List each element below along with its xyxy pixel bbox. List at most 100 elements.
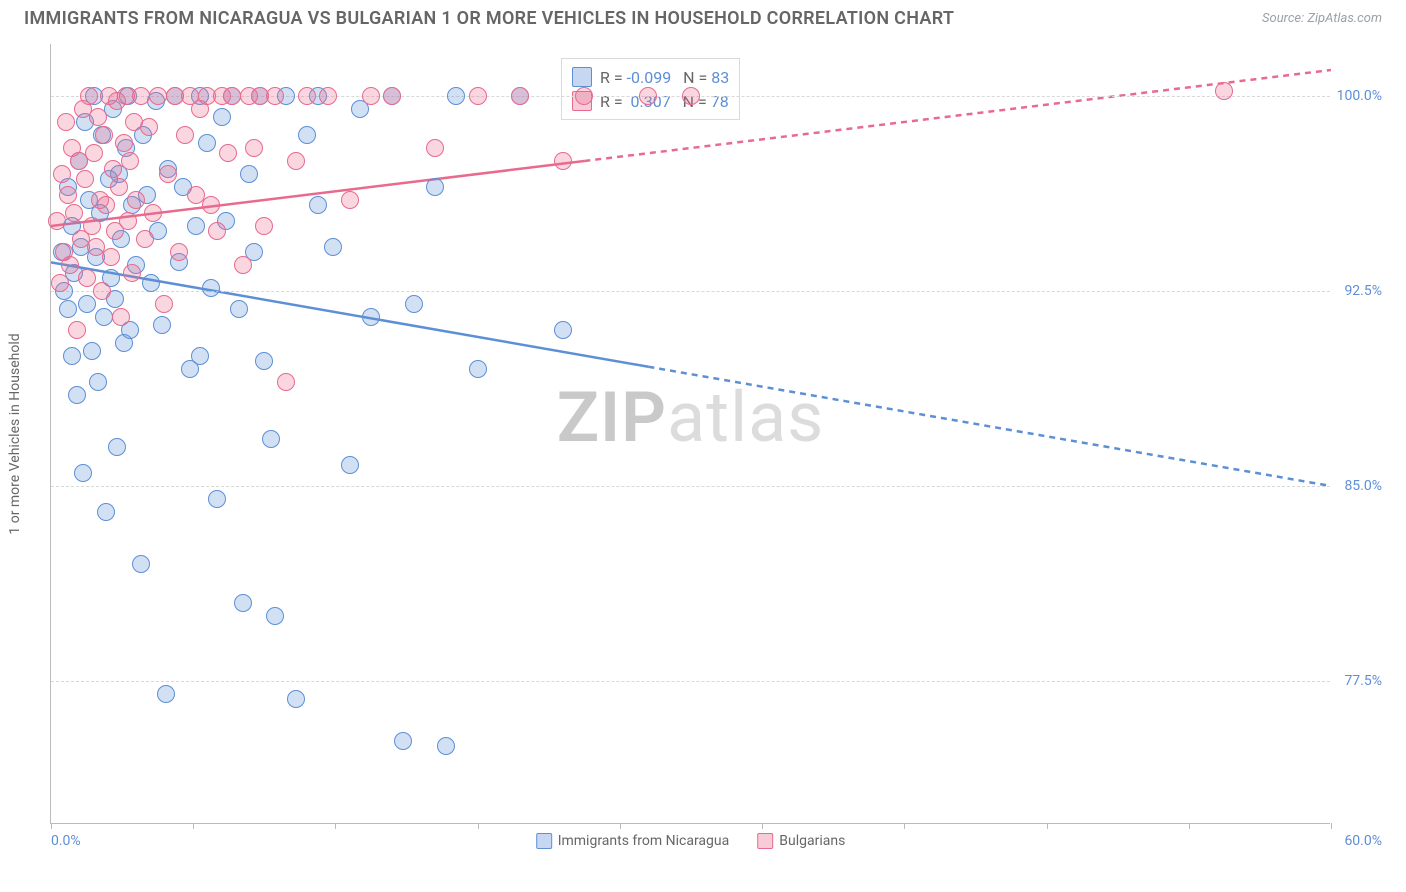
data-point [469, 87, 487, 105]
data-point [119, 212, 137, 230]
legend-item: Immigrants from Nicaragua [536, 833, 730, 849]
data-point [287, 152, 305, 170]
header: IMMIGRANTS FROM NICARAGUA VS BULGARIAN 1… [0, 0, 1406, 35]
x-tick [1047, 823, 1048, 829]
data-point [65, 204, 83, 222]
regression-lines [51, 44, 1331, 824]
legend-label: Bulgarians [779, 833, 845, 849]
swatch-icon [757, 833, 773, 849]
data-point [426, 178, 444, 196]
y-tick-label: 85.0% [1344, 478, 1382, 494]
data-point [362, 87, 380, 105]
legend-item: Bulgarians [757, 833, 845, 849]
swatch-icon [536, 833, 552, 849]
data-point [277, 373, 295, 391]
data-point [437, 737, 455, 755]
data-point [298, 126, 316, 144]
data-point [78, 295, 96, 313]
data-point [61, 256, 79, 274]
data-point [59, 186, 77, 204]
data-point [266, 607, 284, 625]
x-max-label: 60.0% [1344, 833, 1382, 849]
x-tick [51, 823, 52, 829]
data-point [262, 430, 280, 448]
data-point [298, 87, 316, 105]
data-point [234, 594, 252, 612]
data-point [426, 139, 444, 157]
data-point [132, 555, 150, 573]
data-point [112, 308, 130, 326]
legend-label: Immigrants from Nicaragua [558, 833, 730, 849]
data-point [383, 87, 401, 105]
data-point [95, 126, 113, 144]
data-point [85, 144, 103, 162]
data-point [78, 269, 96, 287]
data-point [202, 196, 220, 214]
data-point [157, 685, 175, 703]
stats-legend-row: R = -0.099 N = 83 [572, 65, 729, 89]
data-point [68, 321, 86, 339]
x-min-label: 0.0% [51, 833, 81, 849]
data-point [149, 87, 167, 105]
data-point [93, 282, 111, 300]
data-point [639, 87, 657, 105]
data-point [469, 360, 487, 378]
data-point [59, 300, 77, 318]
data-point [142, 274, 160, 292]
data-point [48, 212, 66, 230]
data-point [341, 191, 359, 209]
data-point [51, 274, 69, 292]
data-point [324, 238, 342, 256]
data-point [108, 438, 126, 456]
data-point [213, 108, 231, 126]
x-tick [762, 823, 763, 829]
data-point [1215, 82, 1233, 100]
swatch-icon [572, 67, 592, 87]
data-point [76, 170, 94, 188]
y-tick-label: 77.5% [1344, 673, 1382, 689]
data-point [554, 321, 572, 339]
data-point [68, 386, 86, 404]
data-point [104, 160, 122, 178]
data-point [511, 87, 529, 105]
gridline [51, 291, 1330, 292]
data-point [95, 308, 113, 326]
x-tick [904, 823, 905, 829]
data-point [309, 196, 327, 214]
y-tick-label: 92.5% [1344, 283, 1382, 299]
data-point [405, 295, 423, 313]
data-point [234, 256, 252, 274]
data-point [682, 87, 700, 105]
data-point [83, 342, 101, 360]
data-point [102, 248, 120, 266]
data-point [255, 217, 273, 235]
data-point [202, 279, 220, 297]
x-tick [1331, 823, 1332, 829]
data-point [198, 134, 216, 152]
y-tick-label: 100.0% [1337, 88, 1382, 104]
data-point [144, 204, 162, 222]
data-point [159, 165, 177, 183]
correlation-chart: 1 or more Vehicles in Household ZIPatlas… [50, 44, 1382, 824]
gridline [51, 486, 1330, 487]
data-point [319, 87, 337, 105]
data-point [140, 118, 158, 136]
data-point [127, 191, 145, 209]
data-point [394, 732, 412, 750]
data-point [123, 264, 141, 282]
plot-area: 1 or more Vehicles in Household ZIPatlas… [50, 44, 1330, 824]
data-point [187, 217, 205, 235]
data-point [132, 87, 150, 105]
data-point [57, 113, 75, 131]
data-point [115, 134, 133, 152]
gridline [51, 681, 1330, 682]
data-point [170, 243, 188, 261]
data-point [176, 126, 194, 144]
data-point [155, 295, 173, 313]
data-point [136, 230, 154, 248]
data-point [74, 464, 92, 482]
data-point [245, 139, 263, 157]
watermark: ZIPatlas [557, 377, 825, 459]
y-axis-label: 1 or more Vehicles in Household [7, 333, 23, 534]
data-point [575, 87, 593, 105]
